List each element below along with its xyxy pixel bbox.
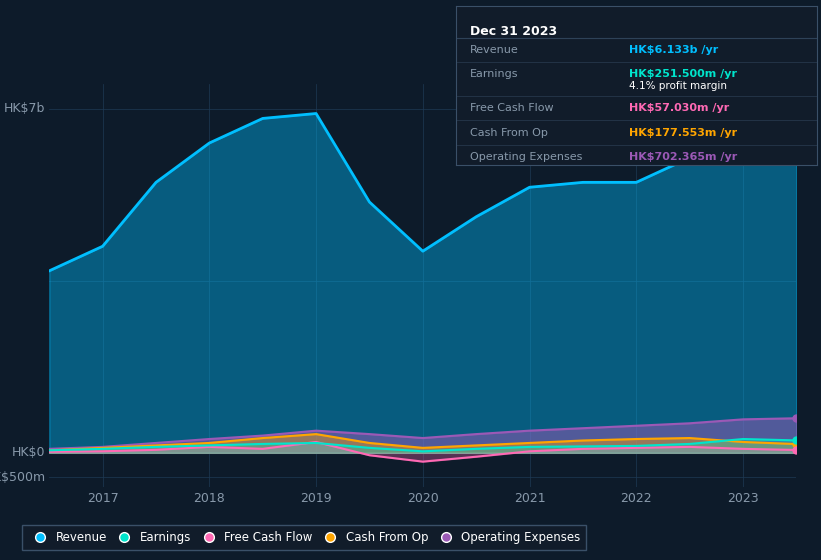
- Text: HK$702.365m /yr: HK$702.365m /yr: [629, 152, 737, 162]
- Legend: Revenue, Earnings, Free Cash Flow, Cash From Op, Operating Expenses: Revenue, Earnings, Free Cash Flow, Cash …: [22, 525, 586, 550]
- Text: Dec 31 2023: Dec 31 2023: [470, 25, 557, 38]
- Text: Earnings: Earnings: [470, 69, 519, 80]
- Text: HK$57.030m /yr: HK$57.030m /yr: [629, 103, 729, 113]
- Text: HK$0: HK$0: [12, 446, 45, 459]
- Text: HK$251.500m /yr: HK$251.500m /yr: [629, 69, 737, 80]
- Text: Cash From Op: Cash From Op: [470, 128, 548, 138]
- Text: HK$6.133b /yr: HK$6.133b /yr: [629, 45, 718, 55]
- Text: Free Cash Flow: Free Cash Flow: [470, 103, 553, 113]
- Text: -HK$500m: -HK$500m: [0, 471, 45, 484]
- Text: HK$7b: HK$7b: [4, 102, 45, 115]
- Text: HK$177.553m /yr: HK$177.553m /yr: [629, 128, 737, 138]
- Text: Revenue: Revenue: [470, 45, 519, 55]
- Text: Operating Expenses: Operating Expenses: [470, 152, 582, 162]
- Text: 4.1% profit margin: 4.1% profit margin: [629, 81, 727, 91]
